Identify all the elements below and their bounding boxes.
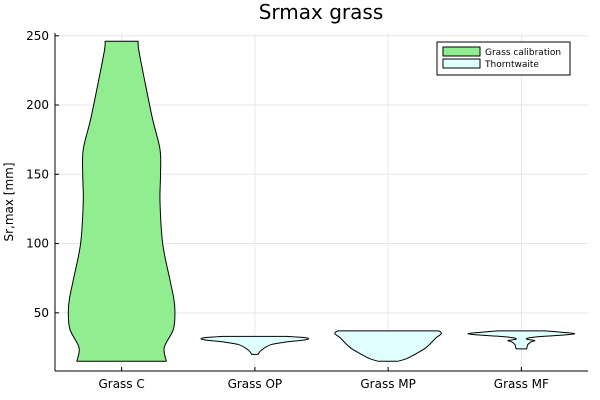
y-tick-label: 200 xyxy=(26,98,49,112)
y-tick-label: 150 xyxy=(26,167,49,181)
violin-grass-mf xyxy=(467,330,576,350)
legend: Grass calibration Thorntwaite xyxy=(436,41,571,76)
x-tick-label: Grass MP xyxy=(360,377,416,391)
y-tick-label: 250 xyxy=(26,29,49,43)
legend-label: Thorntwaite xyxy=(484,60,539,70)
y-tick-label: 50 xyxy=(34,306,49,320)
chart-title: Srmax grass xyxy=(259,0,384,24)
violin-grass-mp xyxy=(334,330,442,362)
legend-swatch xyxy=(442,58,481,69)
violins xyxy=(67,40,576,362)
violin-grass-op xyxy=(200,335,310,355)
legend-swatch xyxy=(442,46,481,57)
y-axis-label: Sr,max [mm] xyxy=(2,162,16,241)
x-tick-label: Grass OP xyxy=(228,377,283,391)
violin-grass-c xyxy=(67,40,176,362)
y-tick-label: 100 xyxy=(26,237,49,251)
legend-label: Grass calibration xyxy=(485,48,561,58)
x-tick-label: Grass MF xyxy=(494,377,549,391)
x-tick-label: Grass C xyxy=(98,377,144,391)
axes: 50 100 150 200 250 Grass C Grass OP Grass MP Gra… xyxy=(26,29,588,391)
